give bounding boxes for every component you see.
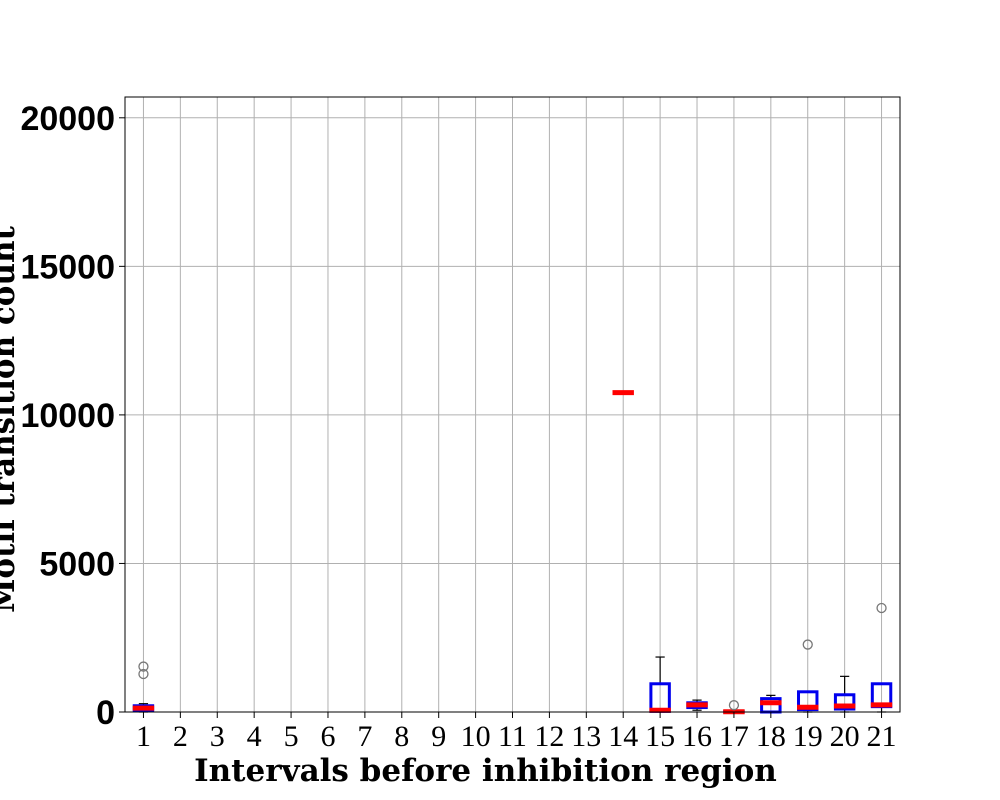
y-tick-label: 10000	[20, 397, 115, 435]
y-tick-label: 0	[96, 694, 115, 732]
x-tick-label: 5	[284, 720, 299, 753]
x-tick-label: 7	[357, 720, 372, 753]
x-tick-label: 8	[394, 720, 409, 753]
x-tick-label: 20	[830, 720, 860, 753]
box-20	[833, 675, 856, 713]
y-axis-ticks: 0 5000 10000 15000 20000	[20, 100, 125, 732]
x-tick-label: 9	[431, 720, 446, 753]
x-tick-label: 11	[498, 720, 527, 753]
x-axis-ticks: 1 2 3 4 5 6 7 8 9 10 11 12 13 14 15 16 17 18 19 20 21	[136, 712, 897, 753]
x-tick-label: 2	[173, 720, 188, 753]
outlier-point	[876, 602, 887, 614]
outlier-point	[138, 661, 149, 672]
box-19	[797, 639, 819, 713]
x-tick-label: 16	[682, 720, 712, 753]
x-tick-label: 1	[136, 720, 151, 753]
grid-lines	[125, 97, 900, 713]
x-tick-label: 4	[247, 720, 262, 753]
box-21	[870, 602, 893, 713]
x-tick-label: 18	[756, 720, 786, 753]
y-tick-label: 20000	[20, 100, 115, 138]
x-tick-label: 3	[210, 720, 225, 753]
x-tick-label: 15	[645, 720, 675, 753]
x-axis-label: Intervals before inhibition region	[194, 753, 777, 789]
outlier-point	[728, 700, 740, 711]
box-1	[132, 661, 155, 713]
x-tick-label: 17	[719, 720, 749, 753]
y-tick-label: 5000	[39, 545, 115, 583]
x-tick-label: 12	[534, 720, 564, 753]
outlier-point	[138, 668, 149, 680]
box-iqr	[833, 693, 856, 711]
outlier-point	[802, 639, 813, 650]
x-tick-label: 13	[571, 720, 601, 753]
y-tick-label: 15000	[20, 248, 115, 286]
x-tick-label: 19	[793, 720, 823, 753]
x-tick-label: 6	[320, 720, 335, 753]
x-tick-label: 14	[608, 720, 638, 753]
box-16	[686, 699, 708, 711]
y-axis-label: Motif transition count	[0, 225, 22, 612]
x-tick-label: 10	[461, 720, 491, 753]
x-tick-label: 21	[867, 720, 897, 753]
